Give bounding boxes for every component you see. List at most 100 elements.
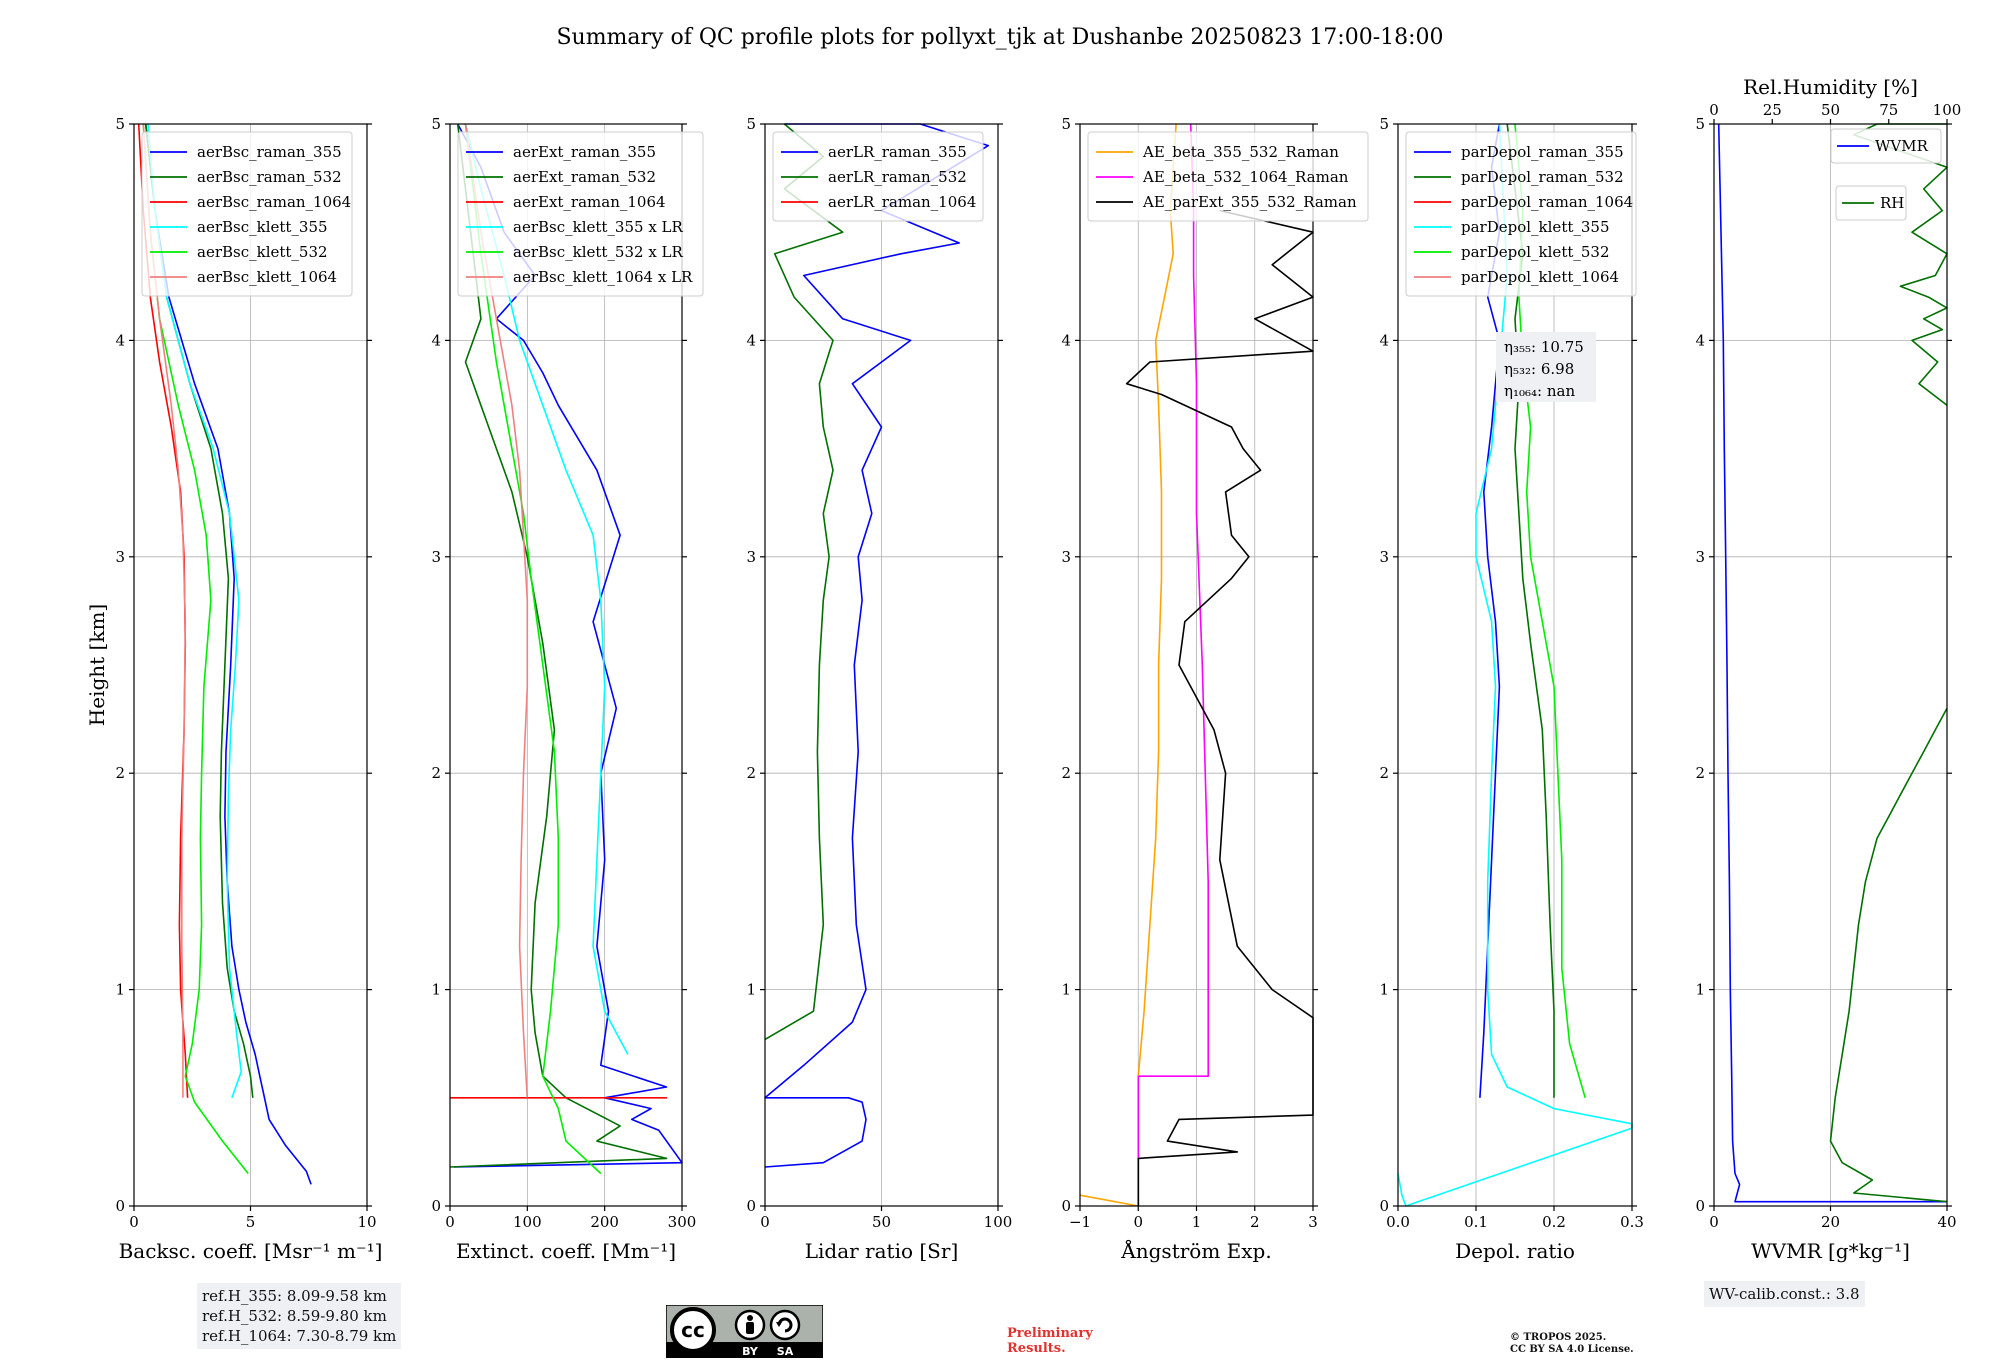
- legend-frame: [772, 131, 984, 222]
- y-tick-label: 1: [115, 981, 125, 999]
- y-tick-label: 0: [115, 1197, 125, 1215]
- panel-6: 0 20 40 0 1 2 3 4 5 WVMR [g*kg⁻¹] 0 25 50 75 100 Rel.Hu…: [1695, 75, 1961, 1263]
- x-axis-label: Ångström Exp.: [1120, 1238, 1271, 1263]
- x-tick-label: 200: [590, 1213, 619, 1231]
- legend-label-aerbsc-klett-532: aerBsc_klett_532: [197, 243, 328, 261]
- y-tick-label: 0: [1695, 1197, 1705, 1215]
- x-axis-label: Extinct. coeff. [Mm⁻¹]: [456, 1239, 676, 1263]
- series-line-wvmr: [1717, 123, 1947, 1203]
- x-axis-label: WVMR [g*kg⁻¹]: [1751, 1239, 1910, 1263]
- series-line-aerext-raman-355: [453, 123, 683, 1168]
- y-tick-label: 5: [746, 115, 756, 133]
- legend: aerExt_raman_355 aerExt_raman_532 aerExt_r…: [457, 131, 704, 297]
- y-tick-label: 1: [431, 981, 441, 999]
- legend-label-aerbsc-klett-355: aerBsc_klett_355: [197, 218, 328, 236]
- y-tick-label: 0: [1061, 1197, 1071, 1215]
- y-tick-label: 5: [1061, 115, 1071, 133]
- copyright-line-1: © TROPOS 2025.: [1510, 1332, 1607, 1343]
- x-tick-label: 0.1: [1464, 1213, 1488, 1231]
- copyright-note: © TROPOS 2025. CC BY SA 4.0 License.: [1510, 1332, 1634, 1356]
- y-tick-label: 2: [1379, 764, 1389, 782]
- x-tick-label: 0: [760, 1213, 770, 1231]
- y-tick-label: 4: [115, 331, 125, 349]
- y-tick-label: 3: [115, 548, 125, 566]
- legend-frame: [1405, 131, 1637, 297]
- x-tick-label: 3: [1308, 1213, 1318, 1231]
- reference-height-box: ref.H_355: 8.09-9.58 km ref.H_532: 8.59-…: [197, 1283, 402, 1349]
- legend-label-aerbsc-klett-1064: aerBsc_klett_1064: [197, 268, 337, 286]
- x-tick-label: 0: [1709, 1213, 1719, 1231]
- legend-label-aerbsc-raman-1064: aerBsc_raman_1064: [197, 193, 351, 211]
- series-line-ae-parext-355-532-raman: [1125, 209, 1314, 1206]
- y-tick-label: 1: [1061, 981, 1071, 999]
- series-line-ae-beta-532-1064-raman: [1137, 123, 1209, 1206]
- x2-tick-label: 0: [1709, 101, 1719, 119]
- y-tick-label: 2: [1695, 764, 1705, 782]
- x2-tick-label: 50: [1821, 101, 1840, 119]
- x2-tick-label: 75: [1879, 101, 1898, 119]
- series-line-aerbsc-klett-355: [147, 123, 242, 1099]
- y-tick-label: 5: [1695, 115, 1705, 133]
- axes-frame: [449, 123, 683, 1207]
- x-tick-label: 0: [129, 1213, 139, 1231]
- x-tick-label: 5: [246, 1213, 256, 1231]
- x-tick-label: 100: [513, 1213, 542, 1231]
- legend-label-aerbsc-klett-1064-x-lr: aerBsc_klett_1064 x LR: [513, 268, 693, 286]
- x-axis-label: Backsc. coeff. [Msr⁻¹ m⁻¹]: [119, 1239, 383, 1263]
- series-line-rh: [1853, 123, 1948, 406]
- cc-logo-letters: cc: [681, 1318, 705, 1342]
- series-line-aerext-raman-532: [449, 123, 668, 1168]
- x-axis-label: Depol. ratio: [1455, 1239, 1575, 1263]
- series-line-aerbsc-klett-1064: [142, 123, 187, 1098]
- x-tick-label: 50: [872, 1213, 891, 1231]
- legend-rh: RH: [1835, 185, 1907, 221]
- y-tick-label: 4: [1695, 331, 1705, 349]
- by-label: BY: [742, 1345, 759, 1358]
- legend-label-pardepol-raman-355: parDepol_raman_355: [1461, 143, 1624, 161]
- y-tick-label: 5: [115, 115, 125, 133]
- series-line-ae-beta-355-532-raman: [1079, 123, 1177, 1207]
- legend-label-aerlr-raman-532: aerLR_raman_532: [828, 168, 967, 186]
- y-tick-label: 1: [1379, 981, 1389, 999]
- y-tick-label: 3: [746, 548, 756, 566]
- eta-annotation-line: η₅₃₂: 6.98: [1504, 360, 1574, 378]
- legend: AE_beta_355_532_Raman AE_beta_532_1064_Ra…: [1087, 131, 1369, 222]
- cc-logo-icon: [670, 1307, 716, 1353]
- wv-calibration-box: WV-calib.const.: 3.8: [1704, 1281, 1865, 1307]
- legend-label-pardepol-klett-532: parDepol_klett_532: [1461, 243, 1610, 261]
- x-axis-label: Lidar ratio [Sr]: [805, 1239, 959, 1263]
- legend-label-aerlr-raman-355: aerLR_raman_355: [828, 143, 967, 161]
- legend-wvmr: WVMR: [1830, 128, 1942, 164]
- figure-title: Summary of QC profile plots for pollyxt_…: [556, 25, 1443, 50]
- y-tick-label: 4: [746, 331, 756, 349]
- x2-tick-label: 100: [1933, 101, 1962, 119]
- eta-annotation-line: η₁₀₆₄: nan: [1504, 382, 1575, 400]
- legend-label-rh: RH: [1880, 194, 1904, 212]
- x2-axis-label: Rel.Humidity [%]: [1743, 75, 1918, 99]
- preliminary-results-note: Preliminary Results.: [1007, 1326, 1093, 1356]
- legend-label-aerbsc-raman-355: aerBsc_raman_355: [197, 143, 342, 161]
- legend-label-aerbsc-klett-355-x-lr: aerBsc_klett_355 x LR: [513, 218, 684, 236]
- legend-frame: [141, 131, 353, 297]
- y-tick-label: 5: [431, 115, 441, 133]
- legend-label-aerext-raman-355: aerExt_raman_355: [513, 143, 656, 161]
- sa-label: SA: [777, 1345, 794, 1358]
- x-tick-label: 20: [1821, 1213, 1840, 1231]
- legend-label-aerbsc-raman-532: aerBsc_raman_532: [197, 168, 342, 186]
- legend: aerLR_raman_355 aerLR_raman_532 aerLR_rama…: [772, 131, 984, 222]
- x-tick-label: 0: [1133, 1213, 1143, 1231]
- x2-tick-label: 25: [1763, 101, 1782, 119]
- y-tick-label: 4: [431, 331, 441, 349]
- y-tick-label: 2: [1061, 764, 1071, 782]
- y-tick-label: 1: [1695, 981, 1705, 999]
- y-tick-label: 0: [431, 1197, 441, 1215]
- y-tick-label: 4: [1061, 331, 1071, 349]
- legend: aerBsc_raman_355 aerBsc_raman_532 aerBsc_r…: [141, 131, 353, 297]
- x-tick-label: 40: [1937, 1213, 1956, 1231]
- y-tick-label: 5: [1379, 115, 1389, 133]
- panel-5: 0.0 0.1 0.2 0.3 0 1 2 3 4 5 Depol. ratio parDepol_r…: [1379, 115, 1643, 1263]
- x-tick-label: 1: [1192, 1213, 1202, 1231]
- legend-label-aerext-raman-532: aerExt_raman_532: [513, 168, 656, 186]
- y-tick-label: 2: [115, 764, 125, 782]
